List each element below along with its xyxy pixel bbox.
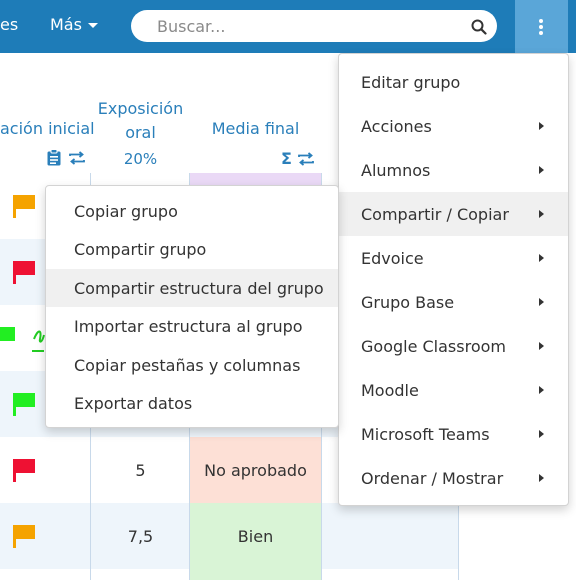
kebab-dot <box>539 31 543 35</box>
share-copy-submenu: Copiar grupo Compartir grupo Compartir e… <box>45 185 339 428</box>
caret-right-icon <box>539 122 544 130</box>
submenu-item-label: Copiar pestañas y columnas <box>74 355 301 375</box>
header-initial-eval[interactable]: ación inicial <box>0 119 95 138</box>
menu-item-google-classroom[interactable]: Google Classroom <box>339 324 568 368</box>
header-oral-line1: Exposición <box>97 99 184 118</box>
flag-icon[interactable] <box>12 524 36 548</box>
group-options-menu: Editar grupo Acciones Alumnos Compartir … <box>338 53 569 506</box>
flag-icon[interactable] <box>12 260 36 284</box>
menu-item-acciones[interactable]: Acciones <box>339 104 568 148</box>
table-row: 5 No aprobado <box>0 437 459 503</box>
submenu-item-label: Exportar datos <box>74 393 193 413</box>
nav-link-truncated[interactable]: es <box>0 15 19 34</box>
caret-right-icon <box>539 298 544 306</box>
submenu-item-exportar-datos[interactable]: Exportar datos <box>46 384 338 422</box>
flag-icon[interactable] <box>12 194 36 218</box>
caret-right-icon <box>539 430 544 438</box>
submenu-item-label: Importar estructura al grupo <box>74 316 303 336</box>
header-oral-line2: oral <box>125 123 156 142</box>
header-oral[interactable]: Exposición oral <box>91 97 190 145</box>
submenu-item-label: Compartir grupo <box>74 239 207 259</box>
search-box <box>131 10 497 42</box>
menu-item-label: Alumnos <box>361 160 431 180</box>
menu-item-ordenar-mostrar[interactable]: Ordenar / Mostrar <box>339 456 568 500</box>
menu-item-label: Compartir / Copiar <box>361 204 509 224</box>
menu-item-edvoice[interactable]: Edvoice <box>339 236 568 280</box>
submenu-item-label: Copiar grupo <box>74 201 178 221</box>
final-cell[interactable] <box>190 569 321 580</box>
menu-item-editar-grupo[interactable]: Editar grupo <box>339 60 568 104</box>
swap-icon[interactable] <box>298 151 315 166</box>
kebab-menu-button[interactable] <box>515 0 568 53</box>
caret-right-icon <box>539 474 544 482</box>
handwriting-mark <box>32 330 45 352</box>
menu-item-label: Ordenar / Mostrar <box>361 468 504 488</box>
menu-item-label: Grupo Base <box>361 292 455 312</box>
caret-right-icon <box>539 386 544 394</box>
kebab-dot <box>539 25 543 29</box>
menu-item-compartir-copiar[interactable]: Compartir / Copiar <box>339 192 568 236</box>
caret-right-icon <box>539 342 544 350</box>
kebab-dot <box>539 19 543 23</box>
final-cell-highlight <box>190 173 321 187</box>
clipboard-icon[interactable] <box>46 149 62 166</box>
submenu-item-label: Compartir estructura del grupo <box>74 278 324 298</box>
search-icon[interactable] <box>471 19 487 35</box>
search-input[interactable] <box>157 10 457 42</box>
menu-item-label: Moodle <box>361 380 419 400</box>
submenu-item-importar-estructura[interactable]: Importar estructura al grupo <box>46 307 338 345</box>
menu-item-label: Microsoft Teams <box>361 424 490 444</box>
more-label: Más <box>50 15 82 34</box>
menu-item-alumnos[interactable]: Alumnos <box>339 148 568 192</box>
flag-icon[interactable] <box>12 458 36 482</box>
submenu-item-copiar-pestanas[interactable]: Copiar pestañas y columnas <box>46 346 338 384</box>
submenu-item-compartir-estructura[interactable]: Compartir estructura del grupo <box>46 269 338 307</box>
flag-icon[interactable] <box>0 326 16 350</box>
swap-icon[interactable] <box>69 150 86 165</box>
header-oral-percent: 20% <box>123 150 158 168</box>
final-cell[interactable]: Bien <box>190 503 321 569</box>
submenu-item-copiar-grupo[interactable]: Copiar grupo <box>46 192 338 230</box>
header-final[interactable]: Media final <box>211 119 300 138</box>
table-row <box>0 569 459 580</box>
menu-item-microsoft-teams[interactable]: Microsoft Teams <box>339 412 568 456</box>
header-final-icons: Σ <box>281 149 315 168</box>
menu-item-label: Google Classroom <box>361 336 506 356</box>
menu-item-grupo-base[interactable]: Grupo Base <box>339 280 568 324</box>
table-row: 7,5 Bien <box>0 503 459 569</box>
header-initial-eval-icons <box>46 149 86 166</box>
caret-right-icon <box>539 254 544 262</box>
caret-right-icon <box>539 210 544 218</box>
submenu-item-compartir-grupo[interactable]: Compartir grupo <box>46 230 338 268</box>
menu-item-label: Edvoice <box>361 248 424 268</box>
flag-icon[interactable] <box>12 392 36 416</box>
more-menu-toggle[interactable]: Más <box>50 15 98 34</box>
top-navbar: es Más <box>0 0 576 53</box>
sigma-icon[interactable]: Σ <box>281 149 292 168</box>
menu-item-moodle[interactable]: Moodle <box>339 368 568 412</box>
final-cell[interactable]: No aprobado <box>190 437 321 503</box>
oral-cell[interactable]: 5 <box>135 460 146 480</box>
oral-cell[interactable]: 7,5 <box>127 526 154 546</box>
caret-right-icon <box>539 166 544 174</box>
chevron-down-icon <box>87 23 98 28</box>
menu-item-label: Editar grupo <box>361 72 461 92</box>
menu-item-label: Acciones <box>361 116 432 136</box>
